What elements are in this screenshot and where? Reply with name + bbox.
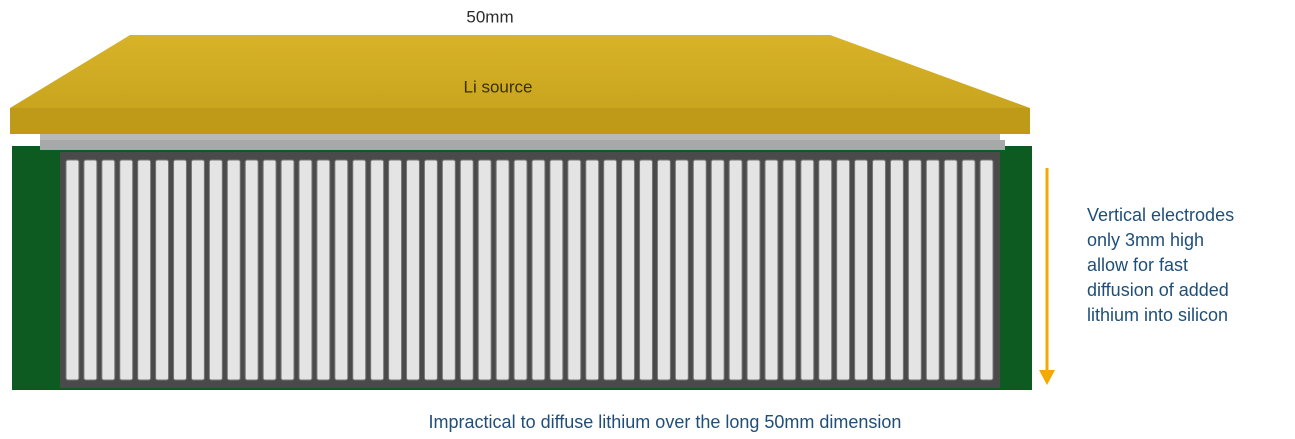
electrode xyxy=(388,159,403,381)
electrode xyxy=(585,159,600,381)
electrode xyxy=(155,159,170,381)
electrode xyxy=(244,159,259,381)
electrode xyxy=(83,159,98,381)
electrode xyxy=(943,159,958,381)
electrode xyxy=(746,159,761,381)
electrode xyxy=(692,159,707,381)
electrode xyxy=(352,159,367,381)
electrode xyxy=(262,159,277,381)
electrode xyxy=(621,159,636,381)
electrode xyxy=(674,159,689,381)
electrode xyxy=(907,159,922,381)
side-note-line: allow for fast xyxy=(1087,255,1188,275)
electrode xyxy=(334,159,349,381)
electrode xyxy=(961,159,976,381)
electrode xyxy=(639,159,653,381)
electrode xyxy=(190,159,205,381)
electrode xyxy=(423,159,438,381)
electrode xyxy=(764,159,779,381)
electrodes xyxy=(65,159,994,381)
electrode xyxy=(495,159,510,381)
electrode xyxy=(208,159,223,381)
side-note-line: diffusion of added xyxy=(1087,280,1229,300)
li-source-top xyxy=(10,35,1030,108)
electrode xyxy=(513,159,528,381)
electrode xyxy=(477,159,492,381)
electrode xyxy=(603,159,618,381)
electrode xyxy=(226,159,241,381)
electrode xyxy=(173,159,187,381)
electrode xyxy=(854,159,869,381)
side-note-line: lithium into silicon xyxy=(1087,305,1228,325)
gap-layer xyxy=(40,134,1000,140)
electrode xyxy=(818,159,833,381)
electrode xyxy=(101,159,116,381)
electrode xyxy=(441,159,456,381)
electrode xyxy=(370,159,385,381)
electrode xyxy=(298,159,313,381)
li-source-front xyxy=(10,108,1030,134)
electrode xyxy=(800,159,815,381)
electrode xyxy=(280,159,295,381)
electrode xyxy=(656,159,671,381)
electrode xyxy=(65,159,80,381)
bottom-note: Impractical to diffuse lithium over the … xyxy=(429,412,902,432)
electrode xyxy=(406,159,420,381)
electrode xyxy=(836,159,851,381)
electrode xyxy=(872,159,886,381)
electrode xyxy=(567,159,582,381)
electrode xyxy=(459,159,474,381)
electrode xyxy=(925,159,940,381)
housing-top-edge xyxy=(40,140,1005,150)
electrode xyxy=(728,159,743,381)
side-note-line: only 3mm high xyxy=(1087,230,1204,250)
source-label: Li source xyxy=(464,77,533,96)
electrode xyxy=(782,159,797,381)
electrode xyxy=(119,159,134,381)
arrow-head xyxy=(1039,370,1055,385)
electrode xyxy=(889,159,904,381)
electrode xyxy=(979,159,994,381)
electrode xyxy=(549,159,564,381)
side-note-line: Vertical electrodes xyxy=(1087,205,1234,225)
electrode xyxy=(137,159,152,381)
electrode xyxy=(531,159,546,381)
top-label: 50mm xyxy=(466,7,513,26)
electrode xyxy=(316,159,331,381)
electrode xyxy=(710,159,725,381)
side-note: Vertical electrodes only 3mm high allow fo… xyxy=(1087,205,1234,325)
